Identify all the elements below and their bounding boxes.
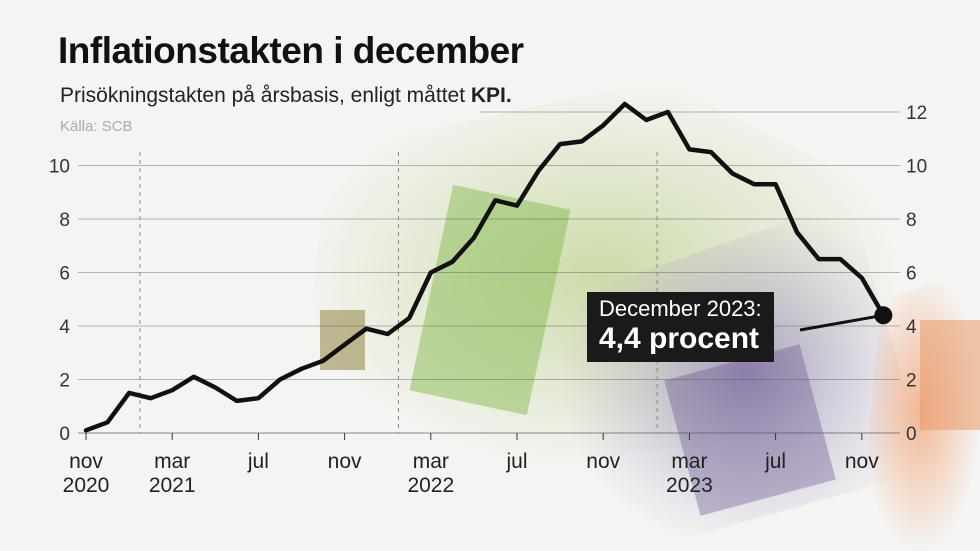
callout-value: 4,4 procent [599,322,760,355]
y-tick-right-0: 0 [906,424,917,445]
x-year-label-0: 2020 [63,474,110,497]
source-label: Källa: SCB [60,118,133,135]
x-tick-label-1: mar [154,450,190,473]
y-tick-left-4: 4 [59,317,70,338]
y-tick-left-2: 2 [59,371,70,392]
callout-date: December 2023: [599,296,762,321]
series-layer [83,101,893,433]
series-line-0 [83,101,886,433]
gridlines [78,111,900,434]
x-year-label-4: 2022 [407,474,454,497]
subtitle-text: Prisökningstakten på årsbasis, enligt må… [60,84,471,107]
y-tick-left-6: 6 [59,264,70,285]
subtitle: Prisökningstakten på årsbasis, enligt må… [60,84,512,108]
x-year-label-7: 2023 [666,474,713,497]
x-tick-label-3: nov [328,450,362,473]
y-tick-right-12: 12 [906,103,927,124]
x-tick-label-8: jul [764,450,786,473]
callout-leader [799,313,884,332]
x-year-label-1: 2021 [149,474,196,497]
x-tick-label-2: jul [247,450,269,473]
x-tick-label-7: mar [671,450,707,473]
x-tick-label-4: mar [413,450,449,473]
y-tick-right-4: 4 [906,317,917,338]
value-callout: December 2023: 4,4 procent [587,292,774,362]
y-tick-left-0: 0 [59,424,70,445]
subtitle-kpi: KPI. [470,84,512,107]
y-tick-right-10: 10 [906,157,927,178]
x-tick-label-6: nov [586,450,620,473]
x-tick-label-5: jul [505,450,527,473]
page-title: Inflationstakten i december [58,30,524,71]
x-tick-label-0: nov [69,450,103,473]
y-tick-left-10: 10 [49,157,70,178]
y-tick-right-8: 8 [906,210,917,231]
y-tick-right-2: 2 [906,371,917,392]
y-tick-left-8: 8 [59,210,70,231]
highlight-point [874,306,893,325]
x-tick-label-9: nov [845,450,879,473]
y-tick-right-6: 6 [906,264,917,285]
